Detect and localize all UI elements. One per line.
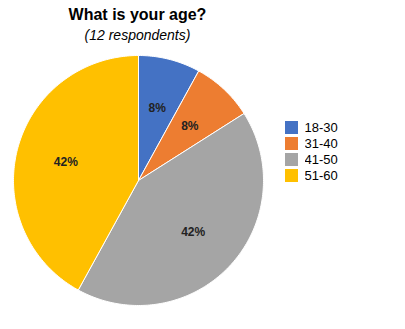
html-text:41-50: 41-50 — [304, 152, 338, 167]
svg-text:8%: 8% — [181, 119, 199, 133]
svg-text:8%: 8% — [148, 101, 166, 115]
html-text:(12 respondents): (12 respondents) — [84, 27, 191, 43]
html-text:18-30: 18-30 — [304, 120, 338, 135]
svg-text:42%: 42% — [181, 225, 205, 239]
html-text:51-60: 51-60 — [304, 168, 338, 183]
svg-text:42%: 42% — [53, 155, 77, 169]
html-text:31-40: 31-40 — [304, 136, 338, 151]
html-text:What is your age?: What is your age? — [68, 6, 207, 23]
